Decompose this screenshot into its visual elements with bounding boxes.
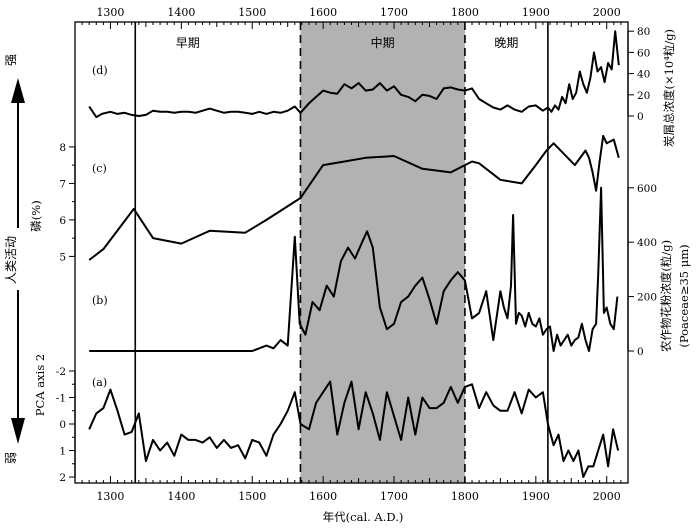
y-tick-label-d-3: 60	[637, 47, 650, 59]
y-tick-label-a-2: 0	[59, 419, 66, 431]
y-tick-label-c-2: 7	[59, 178, 66, 190]
y-tick-label-b-3: 600	[637, 183, 657, 195]
x-tick-label-top-1600: 1600	[309, 6, 337, 19]
x-tick-label-top-1500: 1500	[238, 6, 266, 19]
period-label-late: 晚期	[494, 36, 518, 50]
x-tick-label-bottom-1700: 1700	[380, 490, 408, 503]
series-line-b	[89, 186, 619, 352]
x-tick-label-bottom-1900: 1900	[522, 490, 550, 503]
series-line-d	[88, 30, 620, 119]
y-title-phosphorus: 磷(%)	[29, 200, 43, 231]
x-tick-label-top-1700: 1700	[380, 6, 408, 19]
series-group	[88, 30, 620, 478]
human-activity-arrow	[11, 78, 25, 444]
y-subtitle-crop-pollen: (Poaceae≥35 μm)	[677, 244, 691, 347]
period-labels: 早期 中期 晚期	[176, 35, 519, 50]
y-tick-label-c-1: 6	[59, 215, 66, 227]
y-title-crop-pollen: 农作物花粉浓度(粒/g)	[659, 240, 673, 352]
y-tick-label-c-0: 5	[59, 251, 66, 263]
y-tick-label-a-4: 2	[59, 472, 66, 484]
panel-label-b: (b)	[92, 294, 108, 307]
x-axis-title: 年代(cal. A.D.)	[323, 510, 404, 524]
series-line-c	[88, 134, 620, 261]
panel-label-d: (d)	[92, 64, 108, 77]
x-tick-label-bottom-1600: 1600	[309, 490, 337, 503]
x-tick-label-top-1800: 1800	[451, 6, 479, 19]
x-tick-label-bottom-2000: 2000	[593, 490, 621, 503]
period-label-early: 早期	[176, 36, 200, 50]
period-boundary-lines	[134, 22, 549, 483]
x-tick-label-bottom-1800: 1800	[451, 490, 479, 503]
y-tick-label-c-3: 8	[59, 142, 66, 154]
period-label-middle: 中期	[371, 35, 395, 50]
x-tick-label-top-1400: 1400	[167, 6, 195, 19]
y-title-charcoal: 炭屑总浓度(×10⁴粒/g)	[662, 29, 676, 147]
y-tick-label-a-0: -2	[56, 366, 66, 378]
y-tick-label-d-2: 40	[637, 69, 650, 81]
x-tick-label-bottom-1500: 1500	[238, 490, 266, 503]
x-axis: 1300 1300 1400 1400 1500 1500 1600 1600 1700 1700…	[74, 6, 629, 503]
y-tick-label-b-2: 400	[637, 237, 657, 249]
label-weak: 弱	[4, 452, 18, 464]
y-tick-label-a-1: -1	[56, 393, 66, 405]
y-tick-label-d-1: 20	[637, 90, 650, 102]
y-tick-label-a-3: 1	[59, 446, 66, 458]
panel-label-a: (a)	[92, 376, 107, 389]
label-strong: 强	[4, 54, 18, 66]
x-tick-label-bottom-1300: 1300	[96, 490, 124, 503]
x-tick-label-top-2000: 2000	[593, 6, 621, 19]
label-human-activity: 人类活动	[4, 236, 18, 284]
x-tick-label-top-1300: 1300	[96, 6, 124, 19]
y-tick-label-d-0: 0	[637, 111, 644, 123]
y-tick-label-d-4: 80	[637, 26, 650, 38]
y-tick-label-b-0: 0	[637, 346, 644, 358]
y-tick-label-b-1: 200	[637, 292, 657, 304]
y-title-pca: PCA axis 2	[33, 354, 47, 416]
panel-label-c: (c)	[92, 162, 107, 175]
x-tick-label-top-1900: 1900	[522, 6, 550, 19]
series-line-a	[88, 380, 620, 478]
x-tick-label-bottom-1400: 1400	[167, 490, 195, 503]
